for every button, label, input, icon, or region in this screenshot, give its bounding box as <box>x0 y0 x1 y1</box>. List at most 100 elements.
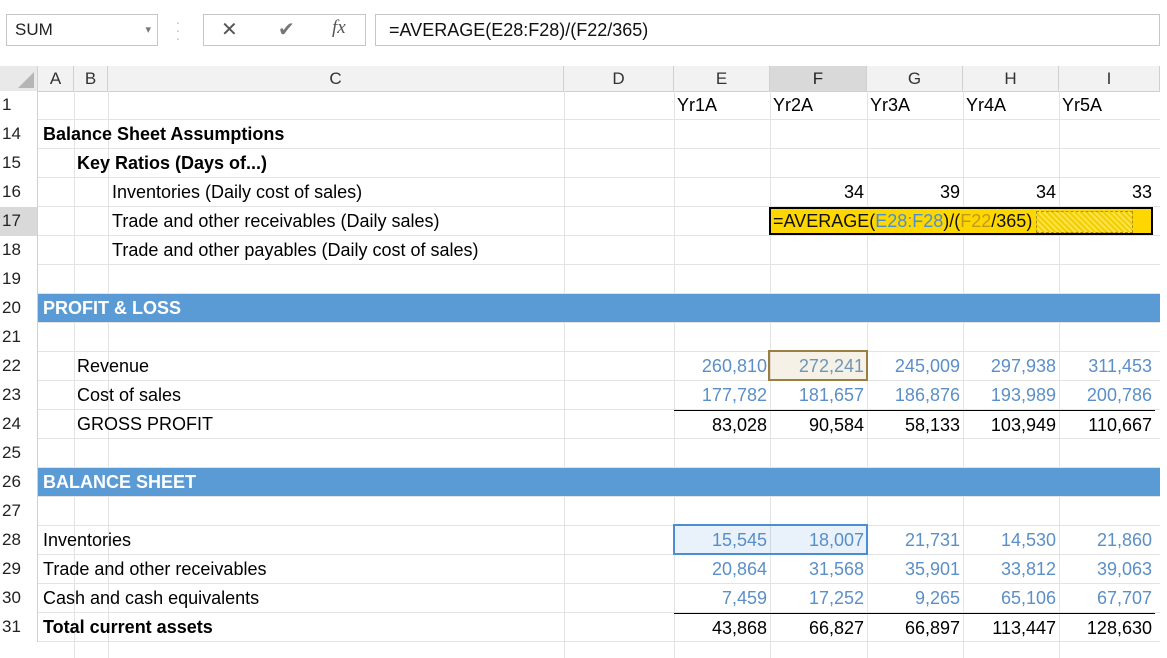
cell-h29[interactable]: 33,812 <box>1000 559 1056 579</box>
row-header[interactable]: 26 <box>0 468 38 497</box>
row-header[interactable]: 20 <box>0 294 38 323</box>
cell-i30[interactable]: 67,707 <box>1096 588 1152 608</box>
cell-f29[interactable]: 31,568 <box>808 559 864 579</box>
cell-i24[interactable]: 110,667 <box>1059 410 1155 438</box>
section-title[interactable]: Balance Sheet Assumptions <box>43 124 285 144</box>
cell-e30[interactable]: 7,459 <box>721 588 767 608</box>
row-31: 31 Total current assets 43,868 66,827 66… <box>0 613 1160 642</box>
dropdown-icon[interactable]: ▾ <box>145 24 151 36</box>
col-header-a[interactable]: A <box>38 66 74 91</box>
formula-input[interactable]: =AVERAGE(E28:F28)/(F22/365) <box>375 14 1160 46</box>
row-header[interactable]: 23 <box>0 381 38 410</box>
row-header[interactable]: 1 <box>0 91 38 120</box>
col-header-b[interactable]: B <box>74 66 108 91</box>
cell-f24[interactable]: 90,584 <box>770 410 867 438</box>
col-header-f[interactable]: F <box>770 66 867 91</box>
cell-g16[interactable]: 39 <box>939 182 960 202</box>
cell-f16[interactable]: 34 <box>843 182 864 202</box>
subsection-title[interactable]: Key Ratios (Days of...) <box>77 153 268 173</box>
cell-h22[interactable]: 297,938 <box>990 356 1056 376</box>
header-yr4a[interactable]: Yr4A <box>966 95 1007 115</box>
row-header[interactable]: 25 <box>0 439 38 468</box>
cell-h24[interactable]: 103,949 <box>963 410 1059 438</box>
row-header[interactable]: 28 <box>0 526 38 555</box>
cell-f31[interactable]: 66,827 <box>770 613 867 641</box>
cell-e23[interactable]: 177,782 <box>701 385 767 405</box>
col-header-i[interactable]: I <box>1059 66 1160 91</box>
row-header[interactable]: 30 <box>0 584 38 613</box>
header-yr1a[interactable]: Yr1A <box>677 95 718 115</box>
function-icon[interactable]: fx <box>332 17 346 38</box>
col-header-h[interactable]: H <box>963 66 1059 91</box>
row-label[interactable]: Trade and other receivables (Daily sales… <box>112 211 440 231</box>
cell-i23[interactable]: 200,786 <box>1086 385 1152 405</box>
row-29: 29 Trade and other receivables 20,864 31… <box>0 555 1160 584</box>
select-all-button[interactable] <box>0 66 38 91</box>
row-header[interactable]: 29 <box>0 555 38 584</box>
row-header[interactable]: 17 <box>0 207 38 236</box>
drag-handle-icon[interactable]: · · · <box>175 14 181 46</box>
cell-i16[interactable]: 33 <box>1131 182 1152 202</box>
row-label[interactable]: Trade and other payables (Daily cost of … <box>112 240 479 260</box>
section-band-label[interactable]: PROFIT & LOSS <box>43 298 182 318</box>
row-header[interactable]: 31 <box>0 613 38 642</box>
row-header[interactable]: 18 <box>0 236 38 265</box>
row-label[interactable]: Inventories (Daily cost of sales) <box>112 182 363 202</box>
cell-g23[interactable]: 186,876 <box>894 385 960 405</box>
cell-i28[interactable]: 21,860 <box>1096 530 1152 550</box>
cell-e28[interactable]: 15,545 <box>711 530 767 550</box>
cell-e31[interactable]: 43,868 <box>674 613 770 641</box>
cell-g28[interactable]: 21,731 <box>904 530 960 550</box>
col-header-d[interactable]: D <box>564 66 674 91</box>
enter-icon[interactable]: ✔ <box>278 19 295 41</box>
header-yr3a[interactable]: Yr3A <box>870 95 911 115</box>
row-header[interactable]: 27 <box>0 497 38 526</box>
active-edit-cell-f17[interactable]: =AVERAGE(E28:F28)/(F22/365) <box>769 207 1153 235</box>
row-24: 24 GROSS PROFIT 83,028 90,584 58,133 103… <box>0 410 1160 439</box>
name-box[interactable]: SUM ▾ <box>6 14 158 46</box>
cell-h23[interactable]: 193,989 <box>990 385 1056 405</box>
cell-e29[interactable]: 20,864 <box>711 559 767 579</box>
cell-h16[interactable]: 34 <box>1035 182 1056 202</box>
header-yr2a[interactable]: Yr2A <box>773 95 814 115</box>
row-label[interactable]: Trade and other receivables <box>43 559 267 579</box>
row-label[interactable]: Cost of sales <box>77 385 182 405</box>
row-label[interactable]: Inventories <box>43 530 132 550</box>
row-label[interactable]: Cash and cash equivalents <box>43 588 260 608</box>
row-22: 22 Revenue 260,810 272,241 245,009 297,9… <box>0 352 1160 381</box>
col-header-e[interactable]: E <box>674 66 770 91</box>
cell-g24[interactable]: 58,133 <box>867 410 963 438</box>
cell-g22[interactable]: 245,009 <box>894 356 960 376</box>
row-header[interactable]: 22 <box>0 352 38 381</box>
row-header[interactable]: 24 <box>0 410 38 439</box>
cell-i29[interactable]: 39,063 <box>1096 559 1152 579</box>
row-label[interactable]: Revenue <box>77 356 150 376</box>
row-label[interactable]: Total current assets <box>43 617 213 637</box>
cell-e24[interactable]: 83,028 <box>674 410 770 438</box>
col-header-c[interactable]: C <box>108 66 564 91</box>
header-yr5a[interactable]: Yr5A <box>1062 95 1103 115</box>
section-band-label[interactable]: BALANCE SHEET <box>43 472 197 492</box>
cell-g31[interactable]: 66,897 <box>867 613 963 641</box>
cell-f23[interactable]: 181,657 <box>798 385 864 405</box>
cell-h31[interactable]: 113,447 <box>963 613 1059 641</box>
cell-g30[interactable]: 9,265 <box>914 588 960 608</box>
cell-f28[interactable]: 18,007 <box>808 530 864 550</box>
cell-h28[interactable]: 14,530 <box>1000 530 1056 550</box>
section-band-balance-sheet: BALANCE SHEET <box>38 468 1160 496</box>
cell-i31[interactable]: 128,630 <box>1059 613 1155 641</box>
col-header-g[interactable]: G <box>867 66 963 91</box>
cell-g29[interactable]: 35,901 <box>904 559 960 579</box>
cell-e22[interactable]: 260,810 <box>701 356 767 376</box>
row-label[interactable]: GROSS PROFIT <box>77 414 214 434</box>
row-header[interactable]: 21 <box>0 323 38 352</box>
row-header[interactable]: 14 <box>0 120 38 149</box>
cancel-icon[interactable]: ✕ <box>221 19 238 41</box>
cell-f22[interactable]: 272,241 <box>798 356 864 376</box>
row-header[interactable]: 15 <box>0 149 38 178</box>
cell-i22[interactable]: 311,453 <box>1088 356 1152 376</box>
cell-h30[interactable]: 65,106 <box>1000 588 1056 608</box>
row-header[interactable]: 16 <box>0 178 38 207</box>
row-header[interactable]: 19 <box>0 265 38 294</box>
cell-f30[interactable]: 17,252 <box>808 588 864 608</box>
